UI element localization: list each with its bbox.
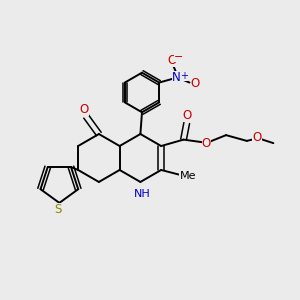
Text: N: N — [172, 71, 181, 84]
Text: O: O — [182, 110, 191, 122]
Text: O: O — [190, 77, 200, 90]
Text: Me: Me — [179, 171, 196, 181]
Text: NH: NH — [134, 189, 150, 199]
Text: S: S — [54, 203, 62, 216]
Text: O: O — [252, 131, 262, 144]
Text: +: + — [180, 71, 188, 81]
Text: −: − — [174, 52, 184, 62]
Text: O: O — [167, 54, 177, 67]
Text: O: O — [80, 103, 89, 116]
Text: O: O — [202, 136, 211, 150]
